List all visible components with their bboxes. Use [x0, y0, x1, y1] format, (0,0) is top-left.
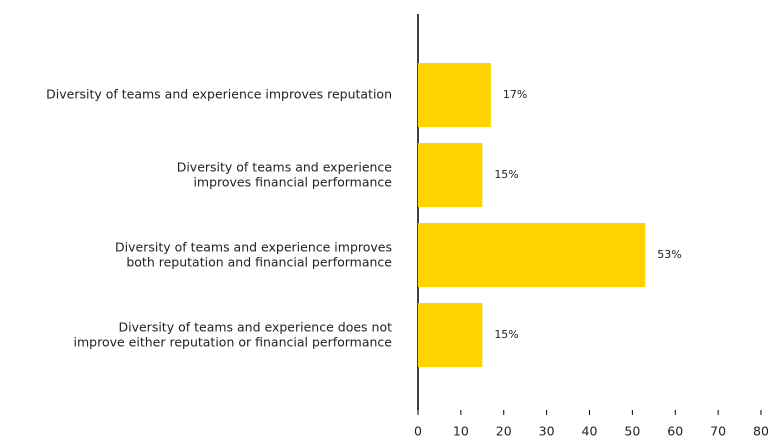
x-tick-label: 20	[496, 424, 512, 439]
x-tick-label: 80	[753, 424, 769, 439]
value-label: 53%	[657, 248, 681, 261]
value-label: 17%	[503, 88, 527, 101]
bar	[418, 143, 483, 207]
category-label: Diversity of teams and experience does n…	[74, 319, 393, 349]
bar	[418, 303, 483, 367]
x-tick-label: 30	[539, 424, 555, 439]
x-tick-label: 50	[624, 424, 640, 439]
value-label: 15%	[494, 168, 518, 181]
category-label: Diversity of teams and experience improv…	[46, 87, 392, 102]
x-tick-label: 60	[667, 424, 683, 439]
bar	[418, 223, 646, 287]
x-tick-label: 70	[710, 424, 726, 439]
category-label: Diversity of teams and experience improve…	[177, 159, 393, 189]
value-label: 15%	[494, 328, 518, 341]
x-tick-label: 40	[582, 424, 598, 439]
x-tick-label: 10	[453, 424, 469, 439]
category-label: Diversity of teams and experience improv…	[115, 239, 392, 269]
bar	[418, 63, 491, 127]
x-tick-label: 0	[414, 424, 422, 439]
